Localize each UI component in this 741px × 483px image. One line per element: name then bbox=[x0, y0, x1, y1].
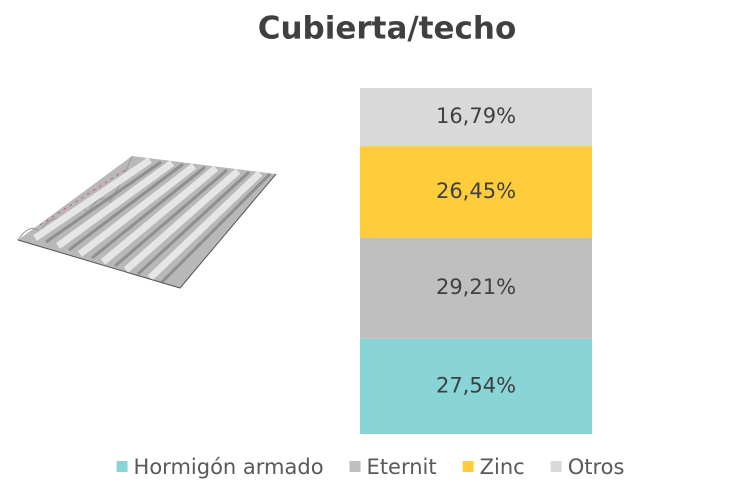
legend-swatch bbox=[550, 461, 562, 472]
chart-title: Cubierta/techo bbox=[258, 11, 517, 47]
bar-segment bbox=[360, 88, 592, 147]
legend-label: Hormigón armado bbox=[134, 455, 324, 479]
value-label: 27,54% bbox=[436, 373, 516, 397]
legend-label: Otros bbox=[568, 455, 625, 479]
bar-segment bbox=[360, 146, 592, 238]
value-label: 29,21% bbox=[436, 275, 516, 299]
bar-segment bbox=[360, 237, 592, 339]
bar-segment bbox=[360, 338, 592, 434]
legend-label: Zinc bbox=[480, 455, 525, 479]
value-label: 16,79% bbox=[436, 104, 516, 128]
corrugated-sheet-image bbox=[17, 155, 277, 289]
value-label: 26,45% bbox=[436, 179, 516, 203]
legend-swatch bbox=[462, 461, 474, 472]
legend-label: Eternit bbox=[367, 455, 437, 479]
legend-swatch bbox=[116, 461, 128, 472]
legend-swatch bbox=[349, 461, 361, 472]
